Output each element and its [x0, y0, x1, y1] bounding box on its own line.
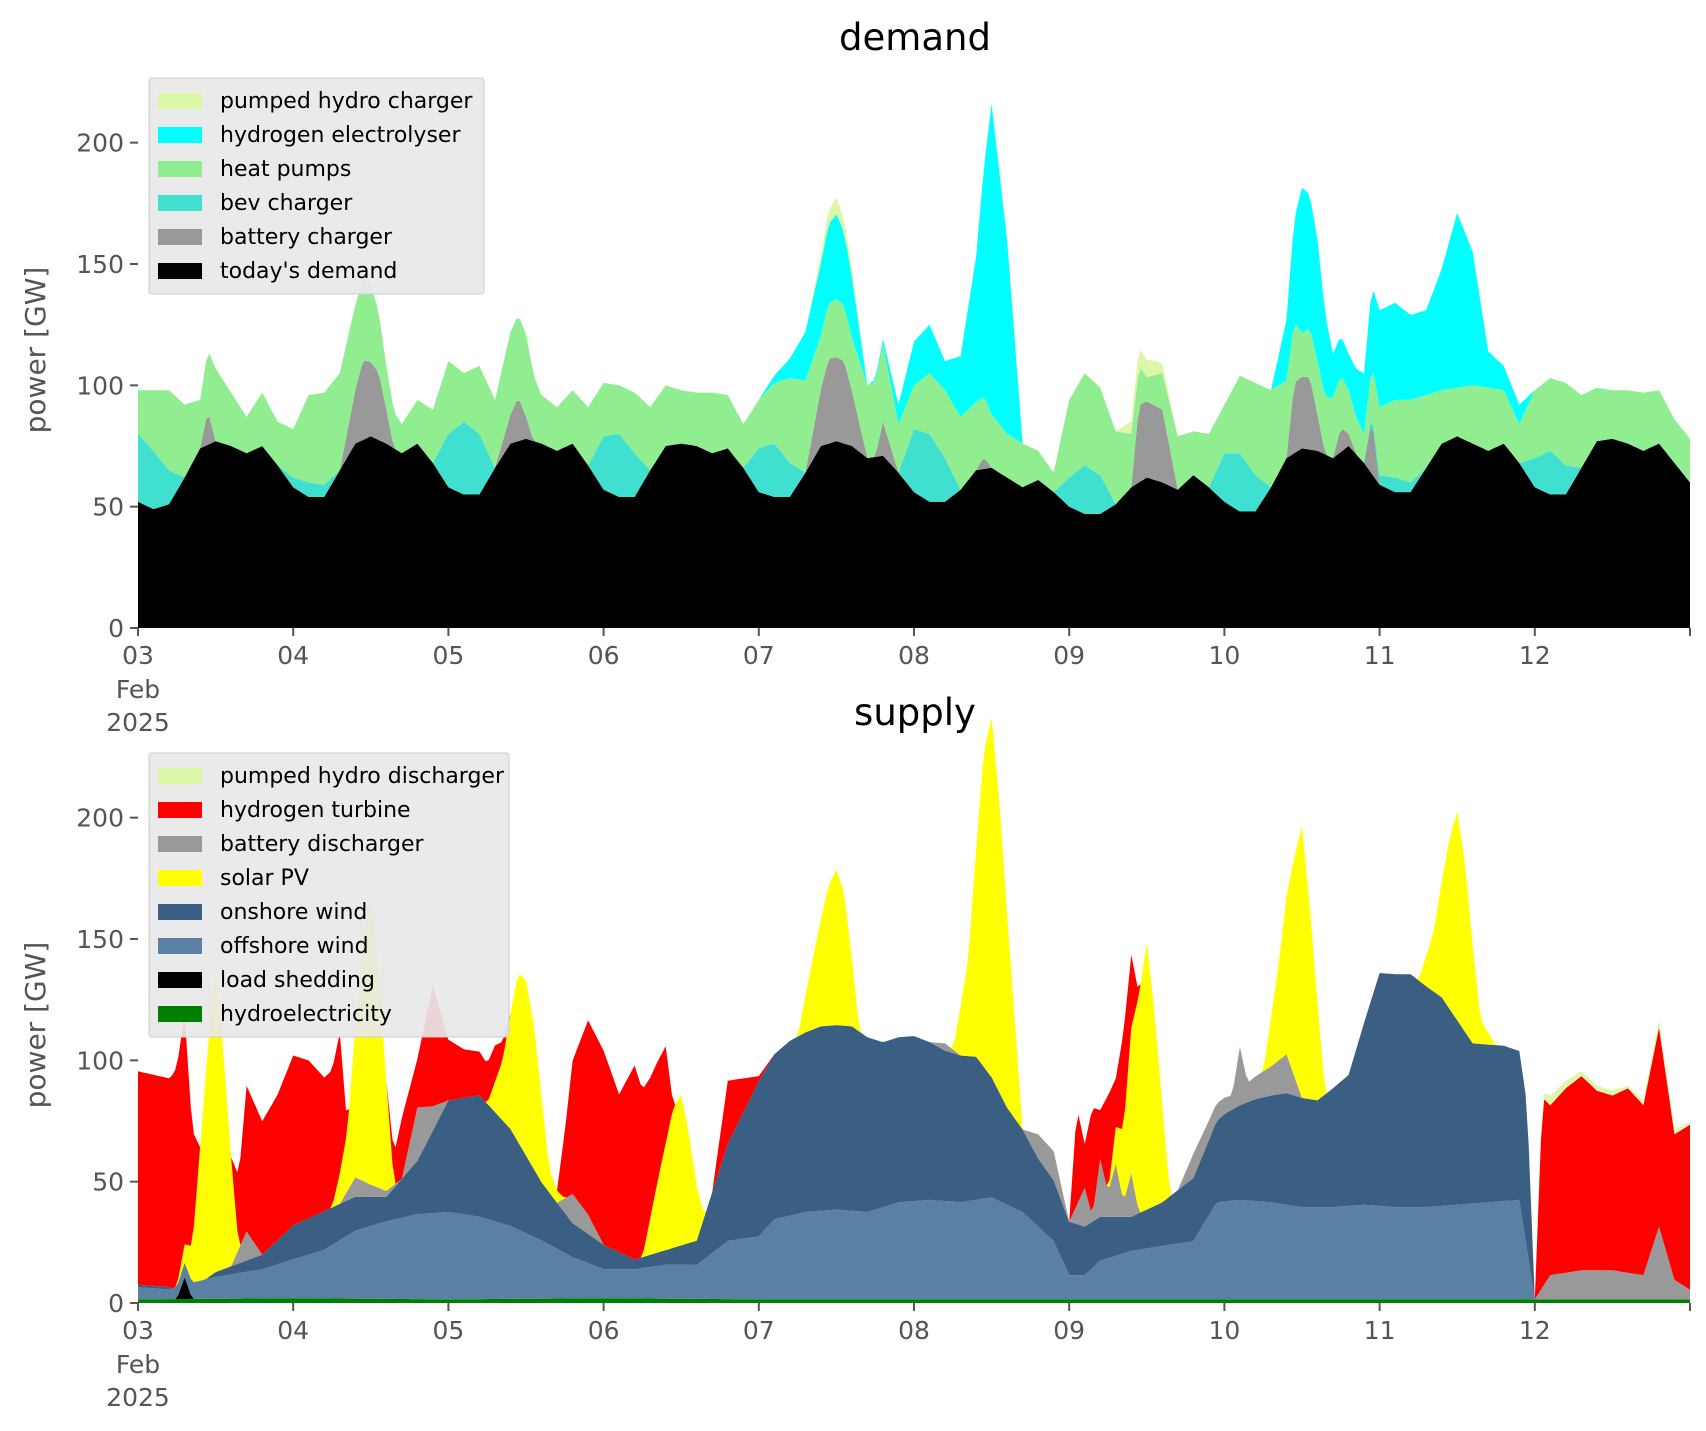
supply-xtick-label: 04 [277, 1316, 309, 1345]
supply-legend-label: load shedding [220, 968, 375, 993]
demand-legend-swatch [158, 161, 202, 177]
supply-title: supply [854, 691, 976, 734]
supply-xtick-label: 05 [432, 1316, 464, 1345]
demand-ytick-label: 0 [108, 614, 124, 643]
supply-legend-box [148, 752, 510, 1038]
supply-legend-label: pumped hydro discharger [220, 764, 505, 789]
demand-area-heat-pumps [138, 279, 1690, 505]
demand-area-today-s-demand [138, 436, 1690, 628]
demand-xtick-label: 12 [1519, 641, 1551, 670]
supply-legend-label: battery discharger [220, 832, 425, 857]
supply-ytick-label: 150 [76, 925, 124, 954]
supply-legend-swatch [158, 904, 202, 920]
supply-ytick-label: 50 [92, 1168, 124, 1197]
demand-legend-label: battery charger [220, 225, 393, 250]
supply-legend-swatch [158, 870, 202, 886]
demand-areas [138, 103, 1690, 628]
demand-area-hydrogen-electrolyser [138, 103, 1690, 473]
demand-ytick-label: 200 [76, 129, 124, 158]
demand-legend-swatch [158, 229, 202, 245]
supply-xtick-label: 03 [122, 1316, 154, 1345]
demand-title: demand [839, 16, 991, 59]
demand-legend-label: today's demand [220, 259, 397, 284]
supply-xtick-month: Feb [116, 1350, 160, 1379]
supply-xtick-label: 09 [1053, 1316, 1085, 1345]
demand-xtick-label: 06 [588, 641, 620, 670]
demand-panel: demand power [GW] 05010015020003Feb20250… [19, 16, 1691, 737]
demand-legend-label: heat pumps [220, 157, 351, 182]
demand-xtick-label: 11 [1364, 641, 1396, 670]
supply-areas [138, 718, 1690, 1303]
supply-legend-swatch [158, 1006, 202, 1022]
demand-xtick-label: 09 [1053, 641, 1085, 670]
demand-ytick-label: 150 [76, 250, 124, 279]
supply-legend-swatch [158, 972, 202, 988]
supply-xtick-label: 10 [1208, 1316, 1240, 1345]
demand-legend: pumped hydro charger hydrogen electrolyse… [148, 77, 485, 295]
demand-legend-box [148, 77, 485, 295]
supply-xtick-label: 11 [1364, 1316, 1396, 1345]
demand-xtick-month: Feb [116, 675, 160, 704]
demand-xtick-label: 05 [432, 641, 464, 670]
supply-axes: 0 50 100 150 200 03 Feb 2025 04 05 06 07 08 09 10 11 12 [76, 804, 1691, 1412]
supply-ytick-label: 200 [76, 804, 124, 833]
supply-legend-swatch [158, 768, 202, 784]
supply-legend-swatch [158, 938, 202, 954]
demand-legend-swatch [158, 263, 202, 279]
demand-legend-label: hydrogen electrolyser [220, 123, 461, 148]
supply-xtick-year: 2025 [106, 1383, 170, 1412]
supply-legend-label: offshore wind [220, 934, 369, 959]
demand-xtick-label: 03 [122, 641, 154, 670]
supply-xtick-label: 07 [743, 1316, 775, 1345]
demand-legend-label: pumped hydro charger [220, 89, 473, 114]
demand-area-battery-charger [138, 357, 1690, 514]
demand-xtick-year: 2025 [106, 708, 170, 737]
supply-legend-swatch [158, 802, 202, 818]
demand-legend-swatch [158, 195, 202, 211]
supply-area-hydroelectricity [138, 1298, 1690, 1303]
supply-ylabel: power [GW] [19, 942, 52, 1109]
supply-area-onshore-wind [138, 973, 1690, 1300]
supply-xtick-label: 08 [898, 1316, 930, 1345]
supply-legend: pumped hydro discharger hydrogen turbine b… [148, 752, 510, 1038]
supply-panel: supply power [GW] 05010015020003Feb20250… [19, 691, 1691, 1412]
supply-legend-label: hydrogen turbine [220, 798, 411, 823]
supply-legend-label: onshore wind [220, 900, 367, 925]
demand-xtick-label: 04 [277, 641, 309, 670]
supply-legend-label: solar PV [220, 866, 309, 891]
demand-axes: 0 50 100 150 200 03 Feb 2025 04 05 06 07 08 09 10 11 12 [76, 129, 1691, 737]
demand-area-bev-charger [138, 357, 1690, 514]
demand-xtick-label: 10 [1208, 641, 1240, 670]
demand-legend-swatch [158, 93, 202, 109]
supply-area-solar-pv [138, 718, 1690, 1300]
demand-legend-swatch [158, 127, 202, 143]
supply-legend-swatch [158, 836, 202, 852]
supply-xtick-label: 06 [588, 1316, 620, 1345]
demand-ylabel: power [GW] [19, 267, 52, 434]
supply-ytick-label: 100 [76, 1046, 124, 1075]
supply-ytick-label: 0 [108, 1289, 124, 1318]
supply-legend-label: hydroelectricity [220, 1002, 392, 1027]
demand-ytick-label: 50 [92, 493, 124, 522]
supply-area-offshore-wind [138, 1197, 1690, 1300]
demand-legend-label: bev charger [220, 191, 353, 216]
supply-xtick-label: 12 [1519, 1316, 1551, 1345]
demand-xtick-label: 07 [743, 641, 775, 670]
demand-xtick-label: 08 [898, 641, 930, 670]
demand-ytick-label: 100 [76, 371, 124, 400]
